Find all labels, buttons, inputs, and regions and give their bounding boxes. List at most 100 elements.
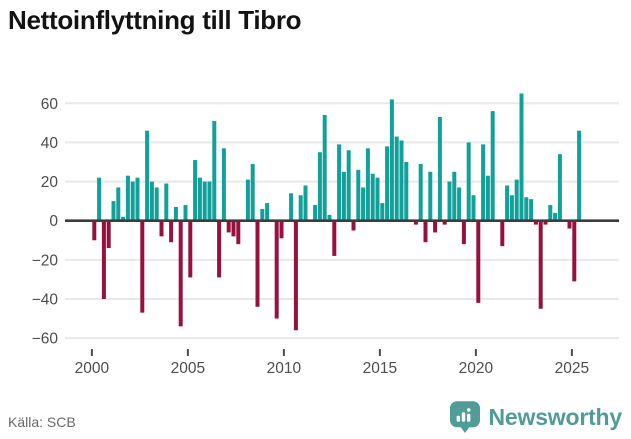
bar-positive [370,173,375,221]
y-tick-label: −40 [32,292,59,309]
newsworthy-brand: Newsworthy [449,401,623,434]
bar-negative [332,220,337,256]
bar-positive [389,99,394,221]
bar-positive [485,175,490,221]
bar-positive [303,185,308,221]
bar-negative [169,220,174,243]
bar-negative [538,220,543,309]
bar-positive [135,177,140,221]
bar-positive [490,111,495,221]
bar-positive [327,214,332,221]
x-tick-label: 2005 [171,360,205,377]
x-tick-label: 2020 [459,360,494,377]
bar-positive [260,208,265,221]
bar-positive [404,162,409,221]
bar-positive [149,181,154,221]
bar-positive [466,142,471,221]
bar-positive [245,179,250,221]
bar-positive [361,187,366,221]
bar-negative [461,220,466,245]
bar-negative [236,220,241,245]
bar-negative [106,220,111,249]
bar-negative [231,220,236,237]
bar-negative [442,220,447,225]
y-tick-label: 40 [41,135,59,152]
bar-negative [413,220,418,225]
bar-positive [418,163,423,221]
bar-positive [356,169,361,221]
bar-positive [164,183,169,221]
bar-positive [548,205,553,221]
bar-negative [567,220,572,229]
bar-positive [197,177,202,221]
bar-positive [207,181,212,221]
bar-negative [500,220,505,247]
bar-positive [183,205,188,221]
bar-negative [293,220,298,331]
bar-positive [341,171,346,221]
bar-positive [524,197,529,221]
bar-positive [519,93,524,221]
bar-positive [447,181,452,221]
bar-positive [471,195,476,221]
bar-negative [423,220,428,243]
source-attribution: Källa: SCB [8,414,76,430]
bar-positive [509,195,514,221]
bar-positive [529,199,534,221]
bar-positive [313,205,318,221]
bar-positive [116,187,121,221]
bar-negative [533,220,538,225]
newsworthy-wordmark: Newsworthy [488,404,623,430]
bar-positive [193,160,198,221]
bar-positive [380,203,385,221]
bar-positive [317,152,322,221]
bar-negative [572,220,577,282]
bar-positive [125,175,130,221]
y-tick-label: −60 [32,331,59,348]
bar-positive [337,144,342,221]
bar-negative [140,220,145,313]
bar-negative [217,220,222,278]
bar-positive [505,185,510,221]
bar-positive [385,146,390,221]
bar-positive [111,201,116,221]
bar-negative [159,220,164,237]
bar-positive [346,150,351,221]
bar-positive [97,177,102,221]
bar-negative [476,220,481,303]
x-tick-label: 2000 [75,360,110,377]
bar-positive [265,203,270,221]
bar-negative [255,220,260,307]
bar-positive [514,179,519,221]
bar-positive [121,216,126,221]
bar-negative [543,220,548,225]
y-tick-label: 60 [41,96,59,113]
bar-positive [173,207,178,221]
bar-positive [557,154,562,221]
bar-negative [351,220,356,231]
bar-positive [577,130,582,221]
page-title: Nettoinflyttning till Tibro [8,5,302,35]
bar-negative [101,220,106,299]
bar-positive [221,148,226,221]
bar-negative [433,220,438,233]
bar-negative [274,220,279,319]
bar-positive [289,193,294,221]
bar-positive [437,116,442,221]
bar-positive [145,130,150,221]
bar-positive [322,115,327,221]
bar-positive [399,140,404,221]
bar-positive [212,120,217,221]
bar-positive [202,181,207,221]
bar-positive [154,187,159,221]
x-tick-label: 2025 [555,360,589,377]
migration-bar-chart: 60 40 20 0 −20 −40 −60 2000 2005 2010 2015 2020 2025 [32,93,619,377]
bar-positive [452,171,457,221]
bar-positive [481,144,486,221]
x-tick-label: 2010 [267,360,302,377]
bar-positive [394,136,399,221]
bar-negative [188,220,193,278]
logo-mini-bars [456,408,470,422]
bar-positive [130,181,135,221]
